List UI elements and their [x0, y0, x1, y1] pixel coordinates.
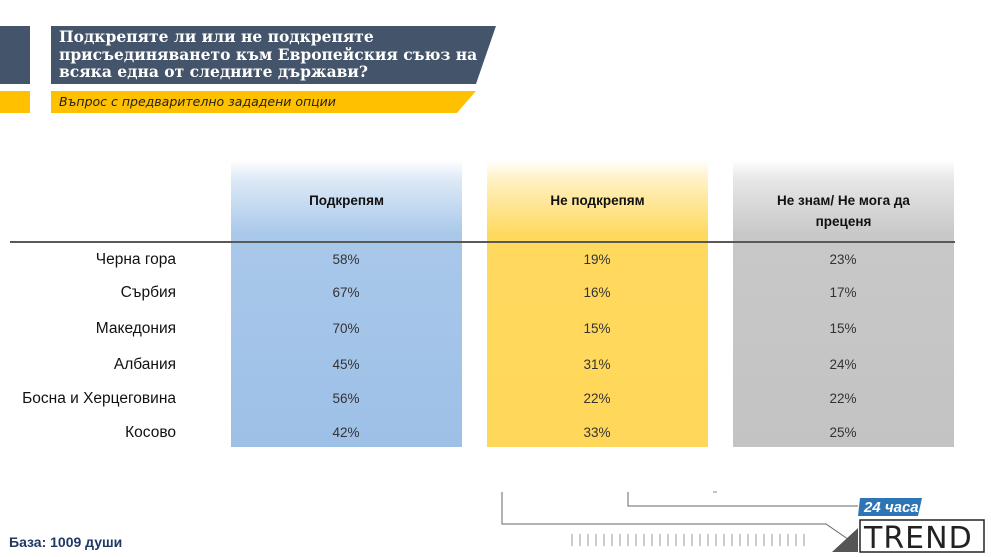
column-header-support: Подкрепям — [309, 193, 384, 208]
table-cell: 56% — [332, 391, 360, 406]
column-background-support — [231, 160, 462, 447]
table-cell: 15% — [829, 321, 857, 336]
chart-subtitle: Въпрос с предварително зададени опции — [59, 94, 336, 109]
row-label: Черна гора — [95, 251, 176, 268]
trend-logo: 24 часа TRЕND — [858, 498, 985, 554]
logo-bottom-text: TRЕND — [863, 521, 973, 554]
title-banner: Подкрепяте ли или не подкрепяте присъеди… — [51, 26, 496, 84]
table-cell: 58% — [332, 252, 360, 267]
chart-title: Подкрепяте ли или не подкрепяте присъеди… — [59, 27, 478, 81]
table-cell: 22% — [829, 391, 857, 406]
subheader-left-tab — [0, 91, 30, 113]
table-cell: 22% — [583, 391, 611, 406]
table-cell: 42% — [332, 425, 360, 440]
table-cell: 23% — [829, 252, 857, 267]
column-header-oppose: Не подкрепям — [550, 193, 645, 208]
row-label: Македония — [95, 320, 176, 337]
subtitle-banner: Въпрос с предварително зададени опции — [51, 91, 476, 113]
column-header-dont-know: Не знам/ Не мога да преценя — [777, 193, 910, 229]
table-cell: 25% — [829, 425, 857, 440]
table-cell: 70% — [332, 321, 360, 336]
table-cell: 67% — [332, 285, 360, 300]
table-cell: 16% — [583, 285, 611, 300]
column-background-dont-know — [733, 160, 954, 447]
table-cell: 31% — [583, 357, 611, 372]
row-label: Косово — [125, 424, 176, 441]
header-left-tab — [0, 26, 30, 84]
logo-top-text: 24 часа — [863, 499, 919, 516]
row-label: Албания — [113, 356, 176, 373]
row-label: Босна и Херцеговина — [22, 390, 176, 407]
table-cell: 17% — [829, 285, 857, 300]
base-note: База: 1009 души — [9, 534, 123, 550]
table-cell: 15% — [583, 321, 611, 336]
table-cell: 19% — [583, 252, 611, 267]
row-label: Сърбия — [120, 284, 176, 301]
column-background-oppose — [487, 160, 708, 447]
header-divider — [10, 241, 955, 243]
table-cell: 33% — [583, 425, 611, 440]
table-cell: 45% — [332, 357, 360, 372]
table-cell: 24% — [829, 357, 857, 372]
